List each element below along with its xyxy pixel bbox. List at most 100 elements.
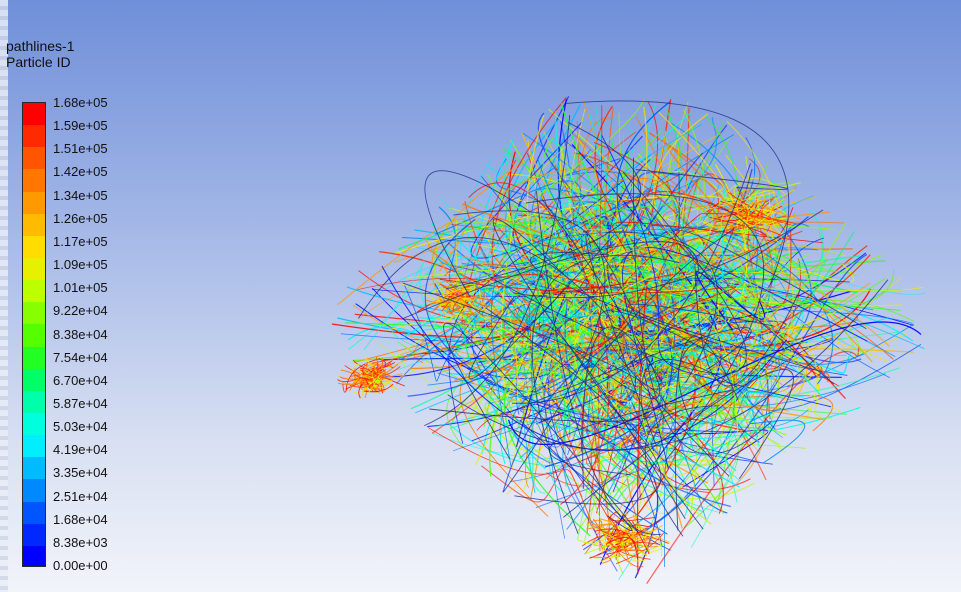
pathline — [727, 191, 792, 226]
pathline — [337, 363, 399, 386]
pathline — [500, 218, 530, 424]
colorbar-tick-label: 8.38e+03 — [53, 534, 108, 550]
colorbar-swatch — [23, 103, 45, 126]
pathline — [402, 282, 666, 422]
pathline — [462, 188, 692, 275]
pathline — [513, 209, 824, 299]
pathline — [490, 297, 632, 420]
pathline — [446, 305, 464, 315]
pathline — [601, 528, 640, 547]
pathline — [648, 539, 652, 545]
pathline — [364, 358, 401, 391]
pathline — [485, 307, 662, 505]
pathline — [607, 527, 645, 552]
pathline — [746, 211, 772, 229]
pathline — [721, 215, 753, 228]
pathline — [593, 141, 786, 370]
colorbar-swatch — [23, 169, 45, 192]
pathline — [617, 513, 632, 566]
pathline — [594, 528, 638, 559]
colorbar-swatch — [23, 545, 45, 566]
pathline — [520, 275, 614, 441]
colorbar-tick-label: 1.34e+05 — [53, 187, 108, 203]
pathline — [440, 299, 452, 309]
pathline — [372, 364, 383, 393]
pathline — [506, 151, 724, 370]
pathline — [632, 521, 650, 555]
pathline — [358, 371, 385, 379]
colorbar-tick-label: 7.54e+04 — [53, 349, 108, 365]
pathline — [615, 532, 665, 565]
pathline — [443, 322, 639, 533]
colorbar-tick-label: 0.00e+00 — [53, 558, 108, 573]
pathline — [436, 290, 478, 301]
pathline — [605, 231, 718, 384]
pathline — [717, 323, 804, 500]
pathline — [603, 544, 613, 552]
pathline — [589, 114, 914, 342]
pathline — [591, 525, 606, 542]
pathline — [451, 228, 681, 347]
pathline — [541, 198, 661, 399]
pathline — [577, 216, 766, 352]
pathline — [608, 530, 628, 541]
pathline — [427, 245, 804, 394]
pathline — [447, 294, 474, 301]
pathline — [407, 293, 804, 467]
pathline — [431, 280, 457, 313]
pathline — [484, 139, 575, 404]
pathline — [595, 521, 625, 544]
pathline — [705, 202, 719, 216]
pathline — [483, 237, 588, 382]
pathline — [435, 256, 713, 353]
colorbar — [22, 102, 46, 567]
pathline — [440, 283, 494, 302]
pathline — [589, 209, 790, 412]
pathline — [378, 388, 384, 392]
colorbar-tick-label: 3.35e+04 — [53, 465, 108, 481]
colorbar-swatch — [23, 324, 45, 347]
pathline — [504, 174, 689, 290]
pathline — [424, 207, 759, 331]
pathline — [720, 207, 788, 231]
colorbar-tick-label: 1.09e+05 — [53, 257, 108, 273]
pathline — [511, 163, 751, 404]
pathline — [385, 286, 924, 331]
colorbar-tick-label: 4.19e+04 — [53, 442, 108, 458]
pathline — [635, 169, 788, 190]
pathline — [447, 279, 889, 451]
pathline — [362, 373, 380, 380]
pathline — [708, 188, 724, 197]
pathline — [718, 222, 846, 386]
pathline — [644, 405, 720, 537]
viewport-edge — [0, 0, 8, 592]
colorbar-tick-label: 1.51e+05 — [53, 141, 108, 157]
colorbar-swatch — [23, 479, 45, 502]
pathline — [344, 322, 591, 537]
pathline — [502, 208, 549, 338]
pathline — [726, 120, 794, 348]
pathline — [342, 383, 348, 393]
colorbar-swatch — [23, 412, 45, 436]
pathline — [451, 298, 472, 306]
pathline — [756, 200, 777, 227]
pathline — [362, 376, 380, 394]
pathline — [701, 221, 713, 233]
pathline — [762, 195, 766, 198]
pathline — [452, 289, 470, 312]
pathline — [398, 224, 567, 333]
pathline — [519, 420, 633, 531]
colorbar-swatch — [23, 368, 45, 391]
pathline — [694, 265, 802, 387]
pathline — [673, 229, 867, 385]
pathline — [363, 383, 394, 393]
colorbar-tick-label: 6.70e+04 — [53, 372, 108, 388]
pathline — [484, 185, 597, 500]
pathline — [599, 310, 738, 477]
pathline — [538, 324, 686, 520]
pathline — [391, 321, 702, 365]
pathline — [456, 282, 477, 316]
colorbar-swatch — [23, 346, 45, 369]
pathline — [490, 99, 645, 241]
